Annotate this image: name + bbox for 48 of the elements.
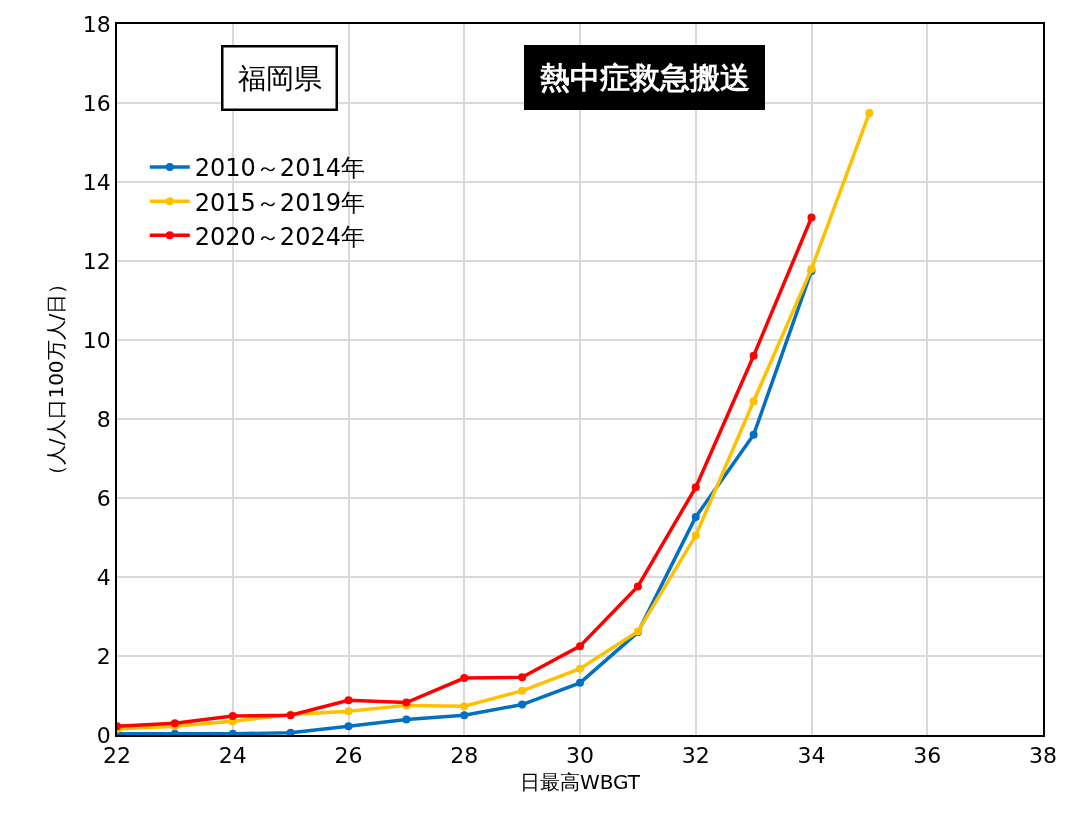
point (633, 582, 642, 591)
point (228, 712, 237, 721)
point (344, 722, 353, 731)
point (691, 531, 700, 540)
y-tick-label: 6 (96, 485, 111, 511)
y-tick-label: 2 (96, 643, 111, 669)
point (749, 351, 758, 360)
y-tick-label: 8 (96, 406, 111, 432)
point (286, 728, 295, 735)
point (749, 430, 758, 439)
point (518, 686, 527, 695)
point (576, 664, 584, 673)
x-axis-title: 日最高WBGT (519, 770, 641, 795)
legend-label: 2010～2014年 (194, 154, 365, 183)
point (691, 483, 700, 492)
text: 福岡県 (237, 61, 322, 95)
y-tick-label: 14 (82, 169, 111, 195)
x-tick-label: 34 (797, 743, 826, 769)
point (865, 108, 874, 117)
x-tick-label: 32 (681, 743, 710, 769)
point (460, 702, 469, 711)
y-tick-label: 4 (96, 564, 111, 590)
y-tick-label: 18 (82, 11, 111, 37)
point (518, 700, 527, 709)
point (402, 715, 411, 724)
x-tick-label: 26 (334, 743, 363, 769)
point (576, 678, 584, 687)
y-axis-title: （人/人口100万人/日） (43, 273, 68, 486)
x-tick-label: 28 (450, 743, 479, 769)
point (460, 674, 469, 683)
y-tick-label: 16 (82, 90, 111, 116)
x-tick-label: 38 (1029, 743, 1057, 769)
point (691, 512, 700, 521)
x-tick-label: 24 (218, 743, 247, 769)
y-tick-label: 12 (82, 248, 111, 274)
y-tick-label: 10 (82, 327, 111, 353)
x-tick-label: 30 (566, 743, 594, 769)
legend-label: 2020～2024年 (194, 222, 365, 251)
point (576, 642, 584, 651)
point (807, 213, 816, 222)
point (518, 673, 527, 682)
legend-label: 2015～2019年 (194, 188, 365, 217)
point (344, 707, 353, 716)
point (460, 711, 469, 720)
point (344, 696, 353, 705)
text: 熱中症救急搬送 (539, 60, 750, 95)
x-tick-label: 36 (913, 743, 942, 769)
point (749, 397, 758, 406)
